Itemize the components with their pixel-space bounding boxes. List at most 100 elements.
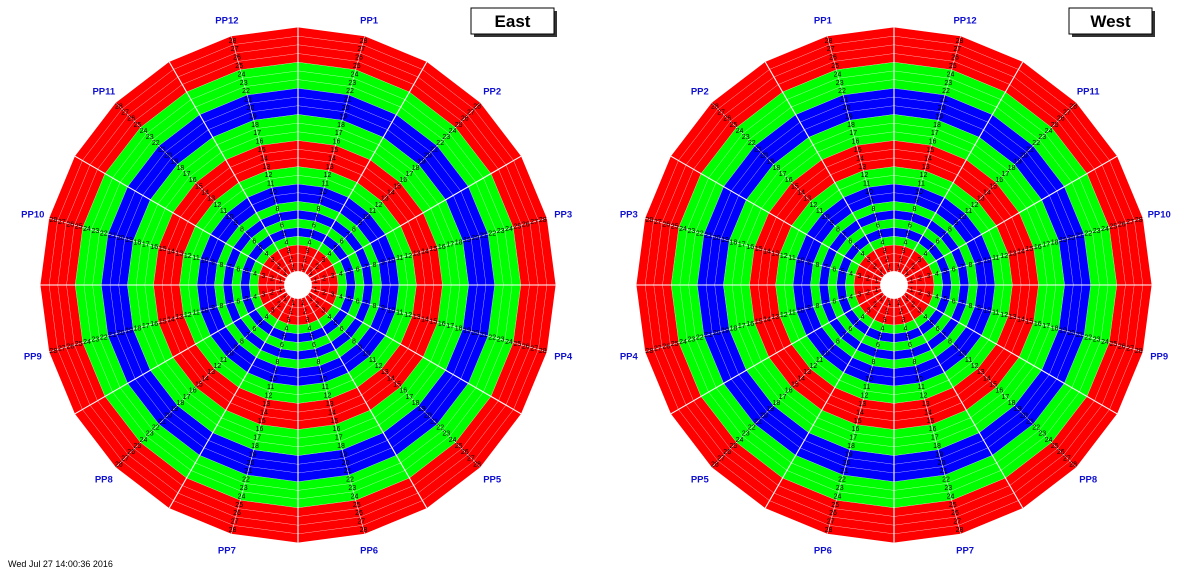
ring-number-label: 10 [362,214,370,221]
ring-number-label: 22 [1084,334,1092,341]
ring-number-label: 28 [646,217,654,224]
ring-number-label: 7 [824,264,828,271]
ring-number-label: 4 [861,251,865,258]
ring-number-label: 10 [822,214,830,221]
ring-number-label: 26 [522,343,530,350]
ring-number-label: 11 [396,310,403,317]
ring-number-label: 8 [373,303,377,310]
ring-number-label: 15 [393,183,401,190]
ring-separator [118,105,478,465]
ring-number-label: 11 [816,357,823,364]
ring-number-label: 6 [908,223,912,230]
ring-separator [179,166,417,404]
ring-number-label: 26 [233,55,241,62]
ring-number-label: 22 [748,140,756,147]
ring-number-label: 19 [249,451,257,458]
ring-number-label: 28 [711,103,719,110]
ring-separator [83,70,513,500]
ring-number-label: 7 [910,214,914,221]
ring-number-label: 13 [381,196,389,203]
ring-number-label: 12 [184,312,192,319]
ring-number-label: 2 [911,302,915,309]
ring-number-label: 7 [278,214,282,221]
ring-number-label: 6 [340,239,344,246]
ring-number-label: 25 [831,63,839,70]
ring-number-label: 25 [235,63,243,70]
ring-number-label: 23 [442,134,450,141]
ring-number-label: 2 [315,263,319,270]
ring-number-label: 1 [291,300,295,307]
ring-number-label: 26 [1118,343,1126,350]
ring-number-label: 14 [797,375,805,382]
ring-number-label: 9 [830,220,834,227]
ring-number-label: 11 [322,384,329,391]
ring-number-label: 9 [234,345,238,352]
ring-number-label: 20 [938,460,946,467]
ring-number-label: 13 [262,401,270,408]
ring-number-label: 8 [276,206,280,213]
ring-separator [57,44,539,526]
ring-number-label: 3 [883,248,887,255]
ring-number-label: 26 [355,55,363,62]
ring-number-label: 20 [1020,153,1028,160]
ring-number-label: 25 [75,224,83,231]
ring-number-label: 18 [933,443,941,450]
ring-number-label: 7 [824,301,828,308]
ring-number-label: 17 [738,242,746,249]
ring-number-label: 20 [713,330,721,337]
ring-number-label: 18 [730,325,738,332]
ring-separator [249,236,347,334]
ring-number-label: 28 [229,38,237,45]
ring-number-label: 20 [342,460,350,467]
ring-number-label: 13 [922,401,930,408]
ring-number-label: 1 [910,287,914,294]
ring-number-label: 6 [832,298,836,305]
ring-number-label: 9 [234,220,238,227]
pp-label: PP12 [953,15,976,26]
ring-number-label: 18 [134,325,142,332]
ring-number-label: 16 [333,426,341,433]
ring-number-label: 15 [755,246,763,253]
ring-number-label: 3 [901,317,905,324]
ring-number-label: 16 [399,388,407,395]
ring-number-label: 18 [412,400,420,407]
ring-number-label: 10 [388,307,396,314]
ring-number-label: 25 [455,122,463,129]
ring-number-label: 10 [865,376,873,383]
ring-number-label: 22 [242,88,250,95]
ring-number-label: 20 [117,330,125,337]
ring-number-label: 15 [258,418,266,425]
ring-number-label: 14 [260,155,268,162]
ring-number-label: 26 [127,116,135,123]
ring-number-label: 9 [915,367,919,374]
pp-label: PP5 [691,475,710,486]
ring-number-label: 23 [146,134,154,141]
ring-number-label: 11 [918,384,925,391]
ring-number-label: 26 [1057,449,1065,456]
ring-number-label: 5 [841,296,845,303]
ring-number-label: 3 [331,273,335,280]
ring-number-label: 18 [773,165,781,172]
ring-number-label: 13 [207,369,215,376]
ring-number-label: 23 [1093,337,1101,344]
ring-number-label: 7 [942,233,946,240]
ring-number-label: 10 [269,189,277,196]
ring-number-label: 12 [265,172,273,179]
ring-number-label: 28 [50,217,58,224]
ring-number-label: 28 [711,462,719,469]
ring-number-label: 20 [760,412,768,419]
ring-number-label: 28 [956,527,964,534]
ring-number-label: 2 [303,256,307,263]
ring-number-label: 12 [184,253,192,260]
ring-number-label: 10 [201,307,209,314]
ring-number-label: 13 [922,164,930,171]
ring-number-label: 18 [847,443,855,450]
ring-number-label: 8 [352,338,356,345]
ring-number-label: 21 [840,97,848,104]
ring-number-label: 7 [910,351,914,358]
ring-number-label: 2 [873,263,877,270]
ring-number-label: 24 [947,71,955,78]
ring-number-label: 19 [845,113,853,120]
ring-number-label: 17 [406,171,414,178]
ring-number-label: 19 [463,237,471,244]
